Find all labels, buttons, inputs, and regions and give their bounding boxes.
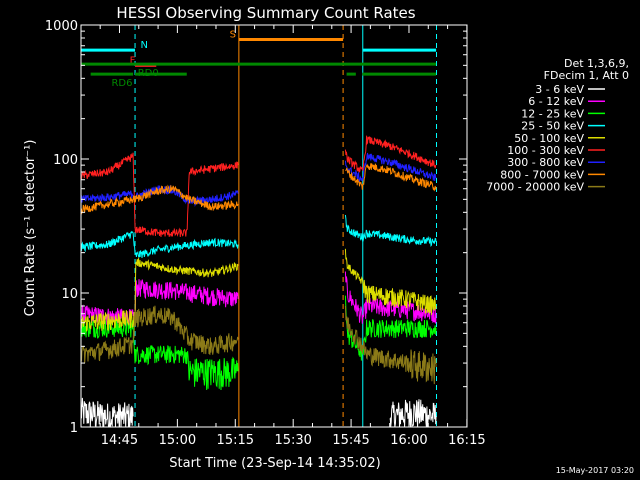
legend-header: Det 1,3,6,9, (564, 57, 629, 70)
data-series (80, 135, 437, 428)
series-line (80, 397, 437, 428)
y-tick-label: 10 (61, 287, 78, 302)
x-tick-label: 15:45 (332, 433, 369, 448)
x-tick-label: 15:00 (159, 433, 196, 448)
chart-title: HESSI Observing Summary Count Rates (116, 4, 415, 22)
series-trace (389, 399, 437, 428)
series-trace (80, 184, 239, 215)
y-tick-label: 1 (70, 421, 78, 436)
series-trace (344, 271, 437, 324)
axes: 1 10 100 1000 14:45 15:00 15:15 15:30 15:45 16:00… (45, 19, 486, 448)
x-tick-label: 16:15 (448, 433, 485, 448)
series-trace (80, 152, 239, 238)
series-trace (344, 135, 437, 173)
legend-entry: 300 - 800 keV (507, 156, 584, 169)
series-line (80, 214, 437, 258)
legend-entry: 25 - 50 keV (521, 120, 584, 133)
y-tick-label: 1000 (45, 19, 78, 34)
flag-label: F (130, 55, 136, 66)
legend-entry: 12 - 25 keV (521, 107, 584, 120)
flag-label: N (140, 40, 147, 51)
series-trace (344, 152, 437, 183)
series-line (80, 248, 437, 332)
legend-entry: 7000 - 20000 keV (486, 181, 584, 194)
series-trace (80, 319, 239, 391)
series-trace (344, 305, 437, 385)
series-trace (344, 214, 437, 247)
legend-entry: 6 - 12 keV (528, 95, 584, 108)
series-trace (80, 184, 239, 207)
x-tick-label: 16:00 (390, 433, 427, 448)
legend-entry: 50 - 100 keV (514, 132, 584, 145)
footer-timestamp: 15-May-2017 03:20 (556, 466, 634, 475)
series-trace (80, 305, 239, 364)
x-tick-label: 14:45 (101, 433, 138, 448)
x-tick-label: 15:30 (274, 433, 311, 448)
series-line (80, 163, 437, 215)
series-trace (80, 397, 134, 428)
legend-header: FDecim 1, Att 0 (544, 69, 629, 82)
flag-label: RD6 (111, 78, 132, 89)
x-axis-label: Start Time (23-Sep-14 14:35:02) (169, 456, 380, 471)
legend-entry: 800 - 7000 keV (500, 168, 584, 181)
x-tick-label: 15:15 (217, 433, 254, 448)
series-trace (344, 248, 437, 315)
flag-label: S (230, 29, 236, 40)
flag-bars: NSFRD0RD6 (81, 29, 437, 89)
legend-entry: 3 - 6 keV (535, 83, 584, 96)
series-trace (80, 230, 239, 258)
series-line (80, 305, 437, 385)
series-trace (345, 163, 437, 192)
series-line (80, 135, 437, 238)
legend-entry: 100 - 300 keV (507, 144, 584, 157)
y-axis-label: Count Rate (s⁻¹ detector⁻¹) (23, 140, 38, 317)
y-tick-label: 100 (53, 153, 78, 168)
series-line (80, 152, 437, 207)
series-trace (80, 256, 239, 332)
